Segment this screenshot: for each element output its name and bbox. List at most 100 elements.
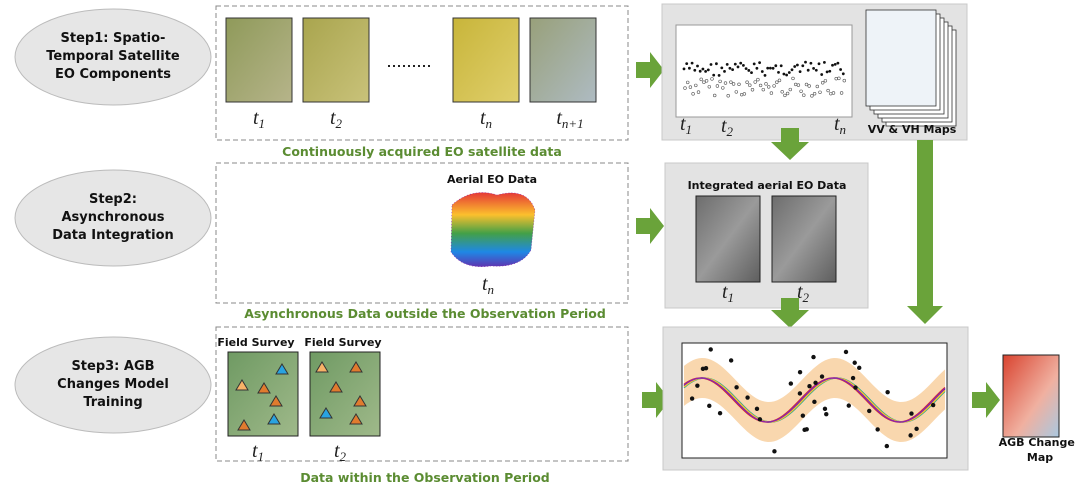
- dot: [908, 433, 912, 437]
- integrated-title: Integrated aerial EO Data: [688, 179, 847, 192]
- time-label: t1: [253, 107, 265, 131]
- dot: [693, 69, 696, 72]
- dot: [801, 413, 805, 417]
- dot: [885, 390, 889, 394]
- dot: [804, 61, 807, 64]
- dot: [734, 63, 737, 66]
- step-text: Asynchronous: [61, 210, 164, 225]
- dot: [761, 70, 764, 73]
- dot: [709, 347, 713, 351]
- dot: [851, 376, 855, 380]
- dot: [875, 427, 879, 431]
- dot: [931, 403, 935, 407]
- time-label: t2: [334, 440, 347, 464]
- dot: [699, 70, 702, 73]
- time-label: tn: [480, 107, 492, 131]
- step-text: Step3: AGB: [71, 359, 154, 374]
- caption: Continuously acquired EO satellite data: [282, 144, 562, 159]
- shape: 1: [259, 116, 266, 131]
- dot: [764, 74, 767, 77]
- dot: [702, 68, 705, 71]
- time-label: t1: [252, 440, 264, 464]
- caption: Data within the Observation Period: [300, 470, 549, 485]
- shape: 2: [803, 290, 810, 305]
- dot: [811, 355, 815, 359]
- dot: [801, 64, 804, 67]
- dot: [807, 69, 810, 72]
- shape: n+1: [562, 116, 584, 131]
- dot: [867, 409, 871, 413]
- dot: [756, 67, 759, 70]
- shape: 2: [340, 449, 347, 464]
- dot: [780, 64, 783, 67]
- satellite-image: [453, 18, 519, 102]
- step-text: Data Integration: [52, 228, 174, 243]
- satellite-image: [226, 18, 292, 102]
- dot: [818, 62, 821, 65]
- diagram: Step1: Spatio- Temporal Satellite EO Com…: [0, 0, 1075, 488]
- dot: [805, 427, 809, 431]
- dot: [772, 449, 776, 453]
- point-cloud: [451, 193, 535, 267]
- arrow: [972, 382, 1000, 418]
- shape: 1: [686, 122, 693, 137]
- dot: [777, 71, 780, 74]
- time-label: tn: [482, 273, 494, 297]
- satellite-image: [303, 18, 369, 102]
- dot: [789, 381, 793, 385]
- dot: [742, 64, 745, 67]
- dot: [769, 67, 772, 70]
- dot: [813, 381, 817, 385]
- dot: [793, 65, 796, 68]
- dot: [707, 404, 711, 408]
- dot: [745, 395, 749, 399]
- dot: [731, 68, 734, 71]
- dot: [788, 71, 791, 74]
- output-label: AGB Changes: [999, 436, 1075, 449]
- arrow: [636, 52, 664, 88]
- dot: [696, 65, 699, 68]
- dot: [753, 63, 756, 66]
- dot: [695, 383, 699, 387]
- agb-map: [1003, 355, 1059, 437]
- dot: [812, 67, 815, 70]
- dot: [704, 70, 707, 73]
- dot: [745, 67, 748, 70]
- shape: 1: [258, 449, 265, 464]
- step-text: Changes Model: [57, 377, 169, 392]
- dot: [718, 411, 722, 415]
- shape: 1: [728, 290, 735, 305]
- field-title: Field Survey: [304, 336, 381, 349]
- dot: [842, 72, 845, 75]
- dot: [810, 62, 813, 65]
- dot: [826, 70, 829, 73]
- dot: [847, 403, 851, 407]
- step-text: EO Components: [55, 67, 171, 82]
- maps-label: VV & VH Maps: [868, 123, 957, 136]
- dot: [691, 62, 694, 65]
- satellite-image: [530, 18, 596, 102]
- dot: [885, 444, 889, 448]
- dot: [834, 63, 837, 66]
- output-label: Map: [1027, 451, 1053, 464]
- dot: [909, 411, 913, 415]
- dot: [720, 66, 723, 69]
- dot: [914, 427, 918, 431]
- dot: [837, 62, 840, 65]
- dot: [683, 67, 686, 70]
- dot: [739, 62, 742, 65]
- dot: [750, 71, 753, 74]
- dot: [755, 407, 759, 411]
- dot: [715, 62, 718, 65]
- step-text: Training: [83, 395, 142, 410]
- dot: [853, 361, 857, 365]
- aerial-image: [696, 196, 760, 282]
- dot: [820, 73, 823, 76]
- dot: [824, 412, 828, 416]
- dot: [815, 69, 818, 72]
- dot: [785, 74, 788, 77]
- arrow: [907, 140, 943, 324]
- shape: n: [488, 282, 495, 297]
- dot: [688, 67, 691, 70]
- dot: [853, 385, 857, 389]
